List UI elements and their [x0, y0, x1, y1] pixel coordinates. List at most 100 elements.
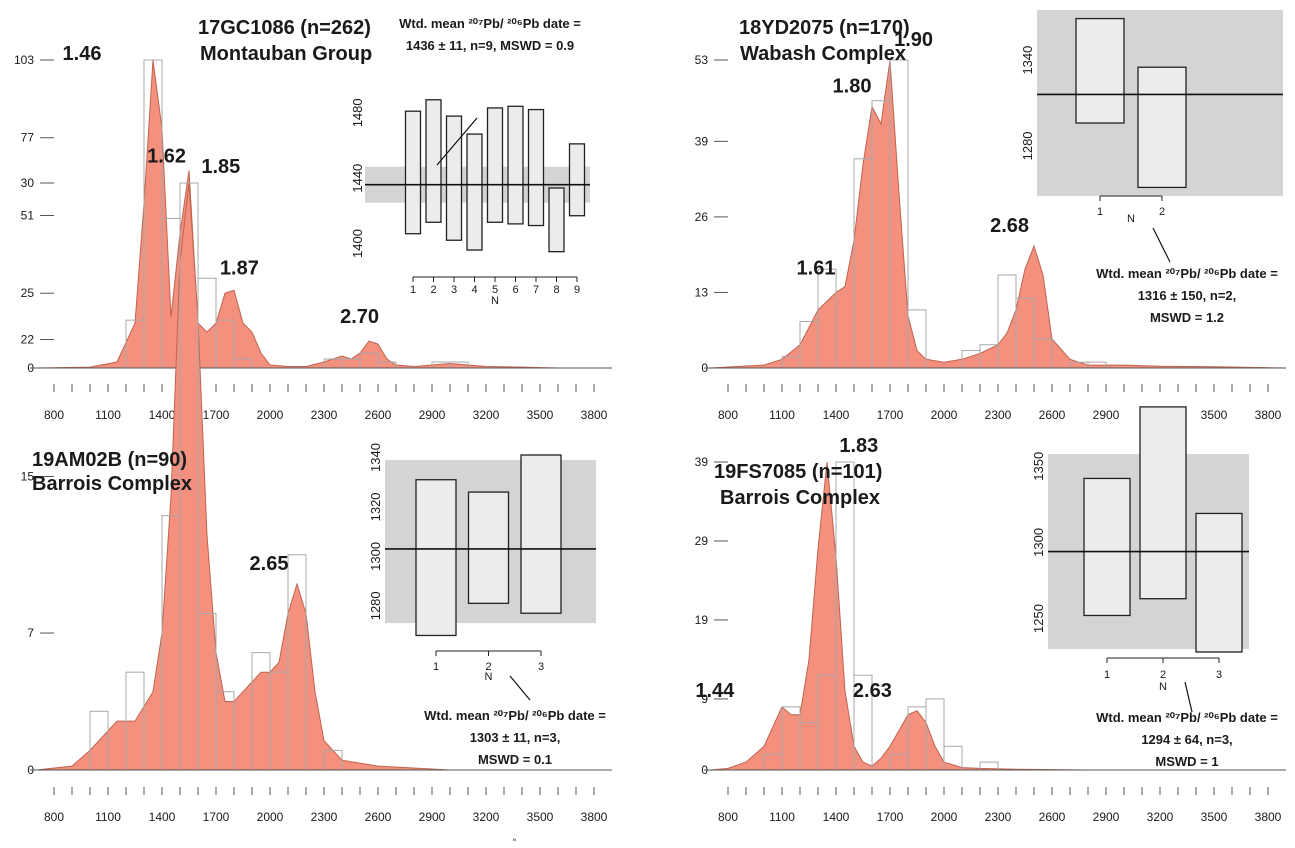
- sample-label: 17GC1086 (n=262): [198, 17, 371, 39]
- x-tick-label: 2300: [985, 810, 1012, 824]
- x-tick-label: 3200: [473, 810, 500, 824]
- peak-label: 2.63: [853, 680, 892, 702]
- sample-label: 18YD2075 (n=170): [739, 17, 910, 39]
- y-tick-label: 7: [27, 626, 34, 640]
- inset-x-tick-label: 3: [451, 284, 457, 296]
- inset-y-tick-label: 1440: [350, 164, 365, 193]
- peak-label: 1.85: [201, 156, 240, 178]
- x-tick-label: 3500: [1201, 810, 1228, 824]
- wtd-mean-annotation: MSWD = 1.2: [1150, 310, 1224, 325]
- stray-n-label: N: [513, 837, 516, 842]
- inset-bar: [1075, 17, 1125, 124]
- x-tick-label: 3200: [473, 408, 500, 422]
- wtd-mean-annotation: Wtd. mean ²⁰⁷Pb/ ²⁰⁶Pb date =: [1096, 710, 1278, 725]
- x-tick-label: 1400: [823, 408, 850, 422]
- y-tick-label: 30: [21, 176, 35, 190]
- annotation-leader: [436, 117, 478, 166]
- y-tick-label: 25: [21, 286, 35, 300]
- inset-x-tick-label: 1: [410, 284, 416, 296]
- wtd-mean-annotation: MSWD = 1: [1155, 754, 1218, 769]
- wtd-mean-annotation: 1303 ± 11, n=3,: [470, 730, 561, 745]
- wtd-mean-annotation: 1316 ± 150, n=2,: [1138, 288, 1237, 303]
- peak-label: 1.80: [833, 75, 872, 97]
- inset-y-tick-label: 1340: [1020, 46, 1035, 75]
- x-tick-label: 3800: [1255, 810, 1282, 824]
- peak-label: 2.70: [340, 306, 379, 328]
- peak-label: 2.65: [250, 553, 289, 575]
- inset-x-tick-label: 4: [471, 284, 477, 296]
- x-tick-label: 800: [44, 408, 64, 422]
- unit-label: Montauban Group: [200, 43, 372, 65]
- inset-bar: [486, 107, 504, 223]
- x-tick-label: 2000: [257, 408, 284, 422]
- y-tick-label: 19: [695, 613, 709, 627]
- kde-area: [35, 59, 612, 369]
- x-tick-label: 2600: [365, 810, 392, 824]
- x-tick-label: 1100: [769, 810, 795, 824]
- inset-bar: [548, 187, 565, 253]
- y-tick-label: 51: [21, 208, 35, 222]
- inset-plot: 1250 1300 1350 1 2 3 N: [1031, 406, 1249, 693]
- x-tick-label: 1700: [203, 408, 230, 422]
- x-tick-label: 1400: [149, 810, 176, 824]
- inset-x-tick-label: 5: [492, 284, 498, 296]
- x-tick-label: 3500: [527, 810, 554, 824]
- x-tick-label: 2900: [1093, 408, 1120, 422]
- x-tick-label: 3500: [527, 408, 554, 422]
- wtd-mean-annotation: 1294 ± 64, n=3,: [1141, 732, 1232, 747]
- kde-area: [709, 461, 1286, 771]
- inset-x-label: N: [485, 671, 493, 683]
- peak-label: 1.46: [63, 43, 102, 65]
- inset-bar: [520, 454, 562, 614]
- x-tick-label: 2600: [1039, 810, 1066, 824]
- inset-x-tick-label: 2: [485, 661, 491, 673]
- y-tick-label: 22: [21, 333, 35, 347]
- x-tick-label: 2600: [1039, 408, 1066, 422]
- inset-bar: [445, 115, 463, 241]
- inset-x-label: N: [1127, 213, 1135, 225]
- inset-bar: [1083, 477, 1131, 617]
- x-tick-label: 800: [44, 810, 64, 824]
- inset-x-tick-label: 3: [1216, 669, 1222, 681]
- x-tick-label: 1400: [823, 810, 850, 824]
- inset-x-tick-label: 1: [1097, 206, 1103, 218]
- peak-label: 1.83: [839, 435, 878, 457]
- peak-label: 1.87: [220, 257, 259, 279]
- inset-x-tick-label: 2: [430, 284, 436, 296]
- x-tick-label: 2900: [419, 810, 446, 824]
- unit-label: Barrois Complex: [32, 473, 192, 495]
- x-tick-label: 1700: [877, 810, 904, 824]
- inset-bar: [507, 105, 524, 225]
- x-tick-label: 800: [718, 810, 738, 824]
- y-tick-label: 53: [695, 53, 709, 67]
- inset-plot: 1280 1340 1 2 N: [1020, 10, 1283, 225]
- inset-x-tick-label: 7: [533, 284, 539, 296]
- x-tick-label: 2000: [931, 408, 958, 422]
- inset-x-tick-label: 2: [1159, 206, 1165, 218]
- y-tick-label: 39: [695, 455, 709, 469]
- y-tick-label: 103: [14, 53, 34, 67]
- inset-bar: [425, 99, 442, 223]
- y-tick-label: 29: [695, 534, 709, 548]
- inset-bar: [467, 491, 510, 604]
- x-tick-label: 3500: [1201, 408, 1228, 422]
- x-tick-label: 3800: [581, 408, 608, 422]
- sample-label: 19FS7085 (n=101): [714, 461, 882, 483]
- peak-label: 1.44: [695, 680, 735, 702]
- x-tick-label: 1700: [203, 810, 230, 824]
- inset-y-tick-label: 1300: [368, 542, 383, 571]
- x-tick-label: 3800: [1255, 408, 1282, 422]
- y-tick-label: 13: [695, 285, 709, 299]
- x-tick-label: 1100: [769, 408, 795, 422]
- inset-y-tick-label: 1480: [350, 98, 365, 127]
- y-tick-label: 15: [21, 470, 35, 484]
- wtd-mean-annotation: Wtd. mean ²⁰⁷Pb/ ²⁰⁶Pb date =: [424, 708, 606, 723]
- inset-x-tick-label: 9: [574, 284, 580, 296]
- inset-y-tick-label: 1280: [368, 591, 383, 620]
- x-tick-label: 2900: [1093, 810, 1120, 824]
- x-tick-label: 2300: [985, 408, 1012, 422]
- unit-label: Wabash Complex: [740, 43, 906, 65]
